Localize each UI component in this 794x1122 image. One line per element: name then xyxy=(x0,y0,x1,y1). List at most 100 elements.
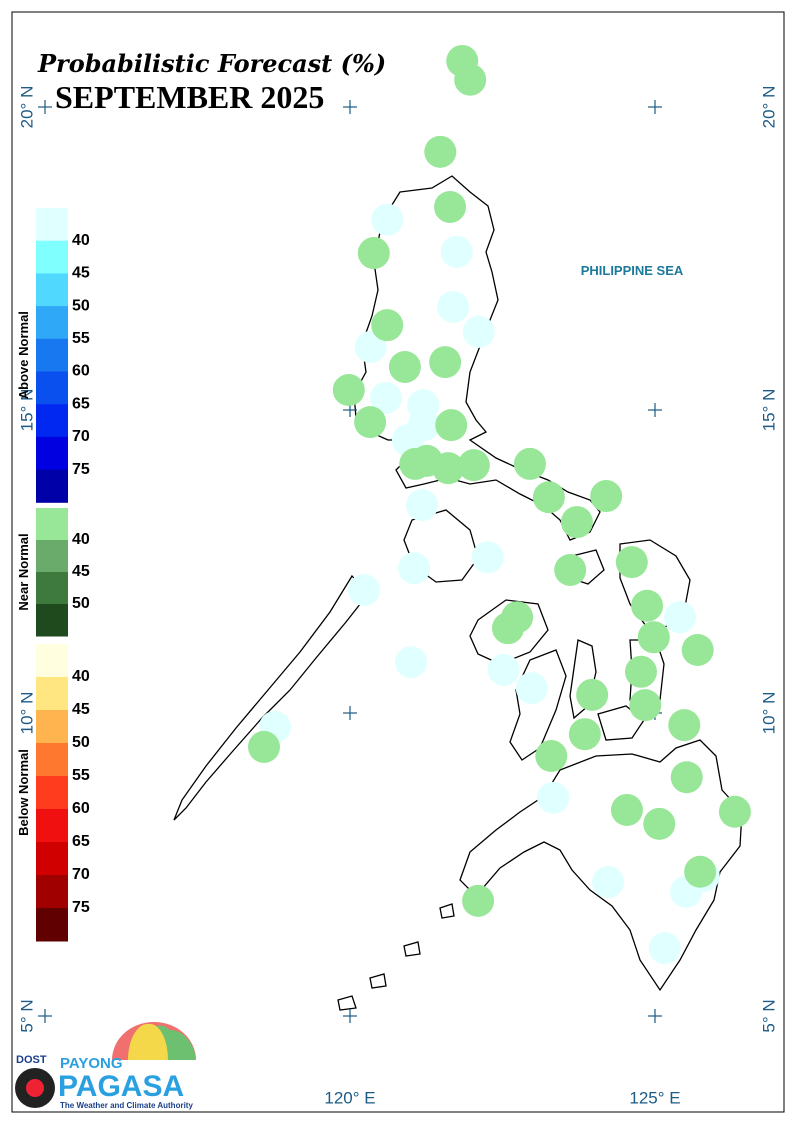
legend-title: Below Normal xyxy=(16,749,31,836)
station xyxy=(432,452,465,485)
legend-swatch xyxy=(36,644,68,678)
station xyxy=(535,740,568,773)
station xyxy=(615,546,648,579)
station xyxy=(554,553,587,586)
station xyxy=(532,481,565,514)
lat-label: 20° N xyxy=(759,86,778,129)
logo: DOST PAYONG PAGASA The Weather and Clima… xyxy=(15,1022,196,1110)
legend-swatch xyxy=(36,208,68,242)
legend-label: 40 xyxy=(72,232,90,249)
station xyxy=(637,621,670,654)
station xyxy=(462,315,495,348)
station xyxy=(648,932,681,965)
legend-label: 65 xyxy=(72,833,90,850)
station xyxy=(681,633,714,666)
station xyxy=(590,480,623,513)
station xyxy=(454,63,487,96)
legend-label: 75 xyxy=(72,899,90,916)
map-title: Probabilistic Forecast (%) xyxy=(37,49,386,78)
station xyxy=(537,781,570,814)
lon-label: 125° E xyxy=(629,1088,680,1107)
station xyxy=(471,541,504,574)
legend-swatch xyxy=(36,809,68,843)
station xyxy=(405,489,438,522)
sea-label: PHILIPPINE SEA xyxy=(581,263,684,278)
station xyxy=(429,346,462,379)
legend: 40 45 50 55 60 65 70 75 Above Normal 40 45 50 Near N… xyxy=(16,208,90,942)
station xyxy=(457,449,490,482)
legend-swatch xyxy=(36,540,68,573)
legend-label: 60 xyxy=(72,363,90,380)
legend-swatch xyxy=(36,743,68,777)
legend-swatch xyxy=(36,469,68,503)
station xyxy=(664,601,697,634)
station xyxy=(398,552,431,585)
station xyxy=(631,589,664,622)
lat-label: 20° N xyxy=(17,86,36,129)
legend-swatch xyxy=(36,710,68,744)
station xyxy=(462,884,495,917)
legend-swatch xyxy=(36,604,68,637)
legend-label: 45 xyxy=(72,701,90,718)
legend-label: 55 xyxy=(72,767,90,784)
legend-label: 50 xyxy=(72,595,90,612)
station xyxy=(668,709,701,742)
legend-label: 50 xyxy=(72,297,90,314)
legend-swatch xyxy=(36,842,68,876)
legend-swatch xyxy=(36,908,68,942)
station xyxy=(491,612,524,645)
lat-label: 15° N xyxy=(17,389,36,432)
logo-emblem-center xyxy=(26,1079,44,1097)
station xyxy=(357,237,390,270)
legend-label: 40 xyxy=(72,668,90,685)
legend-swatch xyxy=(36,572,68,605)
station xyxy=(624,655,657,688)
legend-swatch xyxy=(36,404,68,438)
station xyxy=(568,718,601,751)
legend-swatch xyxy=(36,240,68,274)
station xyxy=(440,235,473,268)
station xyxy=(388,350,421,383)
station xyxy=(371,309,404,342)
station xyxy=(395,646,427,679)
station xyxy=(332,374,365,407)
legend-label: 45 xyxy=(72,265,90,282)
station xyxy=(487,653,520,686)
legend-swatch xyxy=(36,436,68,471)
station xyxy=(348,573,381,606)
legend-label: 70 xyxy=(72,866,90,883)
logo-umbrella-panel xyxy=(127,1023,168,1060)
legend-label: 45 xyxy=(72,563,90,580)
legend-swatch xyxy=(36,306,68,340)
map-subtitle: SEPTEMBER 2025 xyxy=(55,79,324,115)
station xyxy=(684,855,717,888)
lon-label: 120° E xyxy=(324,1088,375,1107)
station xyxy=(371,203,404,236)
lat-label: 5° N xyxy=(17,999,36,1032)
lat-label: 5° N xyxy=(759,999,778,1032)
station xyxy=(369,381,402,414)
legend-swatch xyxy=(36,338,68,372)
legend-label: 40 xyxy=(72,531,90,548)
legend-title: Near Normal xyxy=(16,533,31,610)
legend-swatch xyxy=(36,677,68,711)
station xyxy=(576,678,609,711)
logo-tagline: The Weather and Climate Authority xyxy=(60,1101,193,1110)
station xyxy=(513,447,546,480)
legend-swatch xyxy=(36,875,68,909)
station xyxy=(435,409,468,442)
lat-label: 10° N xyxy=(17,692,36,735)
station xyxy=(718,795,751,828)
station xyxy=(515,672,548,705)
station xyxy=(354,406,387,439)
station xyxy=(437,290,470,323)
legend-swatch xyxy=(36,776,68,810)
stations xyxy=(247,44,751,965)
legend-swatch xyxy=(36,273,68,307)
station xyxy=(560,506,593,539)
graticule: 20° N 20° N 15° N 15° N 10° N 10° N 5° N 5° N 12… xyxy=(17,86,778,1108)
legend-label: 60 xyxy=(72,800,90,817)
legend-title: Above Normal xyxy=(16,311,31,399)
station xyxy=(424,135,457,168)
